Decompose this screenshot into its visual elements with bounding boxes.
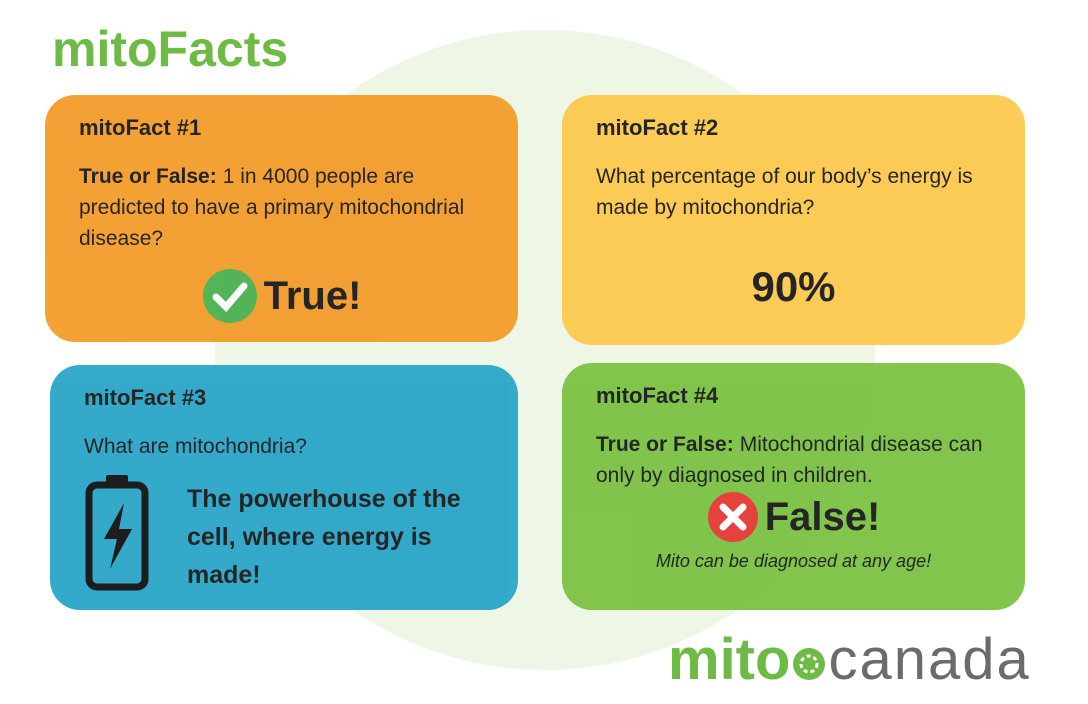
card-heading: mitoFact #2 [596,115,719,140]
card-heading: mitoFact #3 [84,385,207,410]
question-text: Mitochondrial disease can only by diagno… [596,433,983,487]
answer-text: True! [263,273,362,318]
answer-text: False! [764,494,881,539]
question: What are mitochondria? [84,435,307,458]
card-heading: mitoFact #4 [596,383,719,408]
note: Mito can be diagnosed at any age! [655,551,932,571]
question: True or False: Mitochondrial disease can … [596,429,991,491]
card-heading: mitoFact #1 [79,115,202,140]
card: mitoFact #2 What percentage of our body’… [562,95,1025,345]
answer-text: The powerhouse of the cell, where energy… [187,485,461,589]
answer: False! [596,491,991,543]
check-icon [202,269,257,323]
cross-icon [707,492,758,542]
logo-icon [793,647,826,680]
lead: True or False: [79,165,217,188]
logo: mito canada [668,626,1031,693]
card: mitoFact #1 True or False: 1 in 4000 peop… [45,95,518,342]
logo-right: canada [828,627,1031,692]
title: mitoFacts [52,21,289,77]
lead: True or False: [596,433,734,456]
logo-left: mito [668,627,791,692]
card: mitoFact #3 What are mitochondria? The p… [50,365,518,610]
answer-text: 90% [751,263,836,310]
card: mitoFact #4 True or False: Mitochondrial … [562,363,1025,610]
question: True or False: 1 in 4000 people are predi… [79,161,484,254]
question-text: 1 in 4000 people are predicted to have a… [79,165,465,250]
answer: True! [79,268,484,324]
question: What percentage of our body’s energy is … [596,165,973,219]
battery-icon [85,475,149,591]
